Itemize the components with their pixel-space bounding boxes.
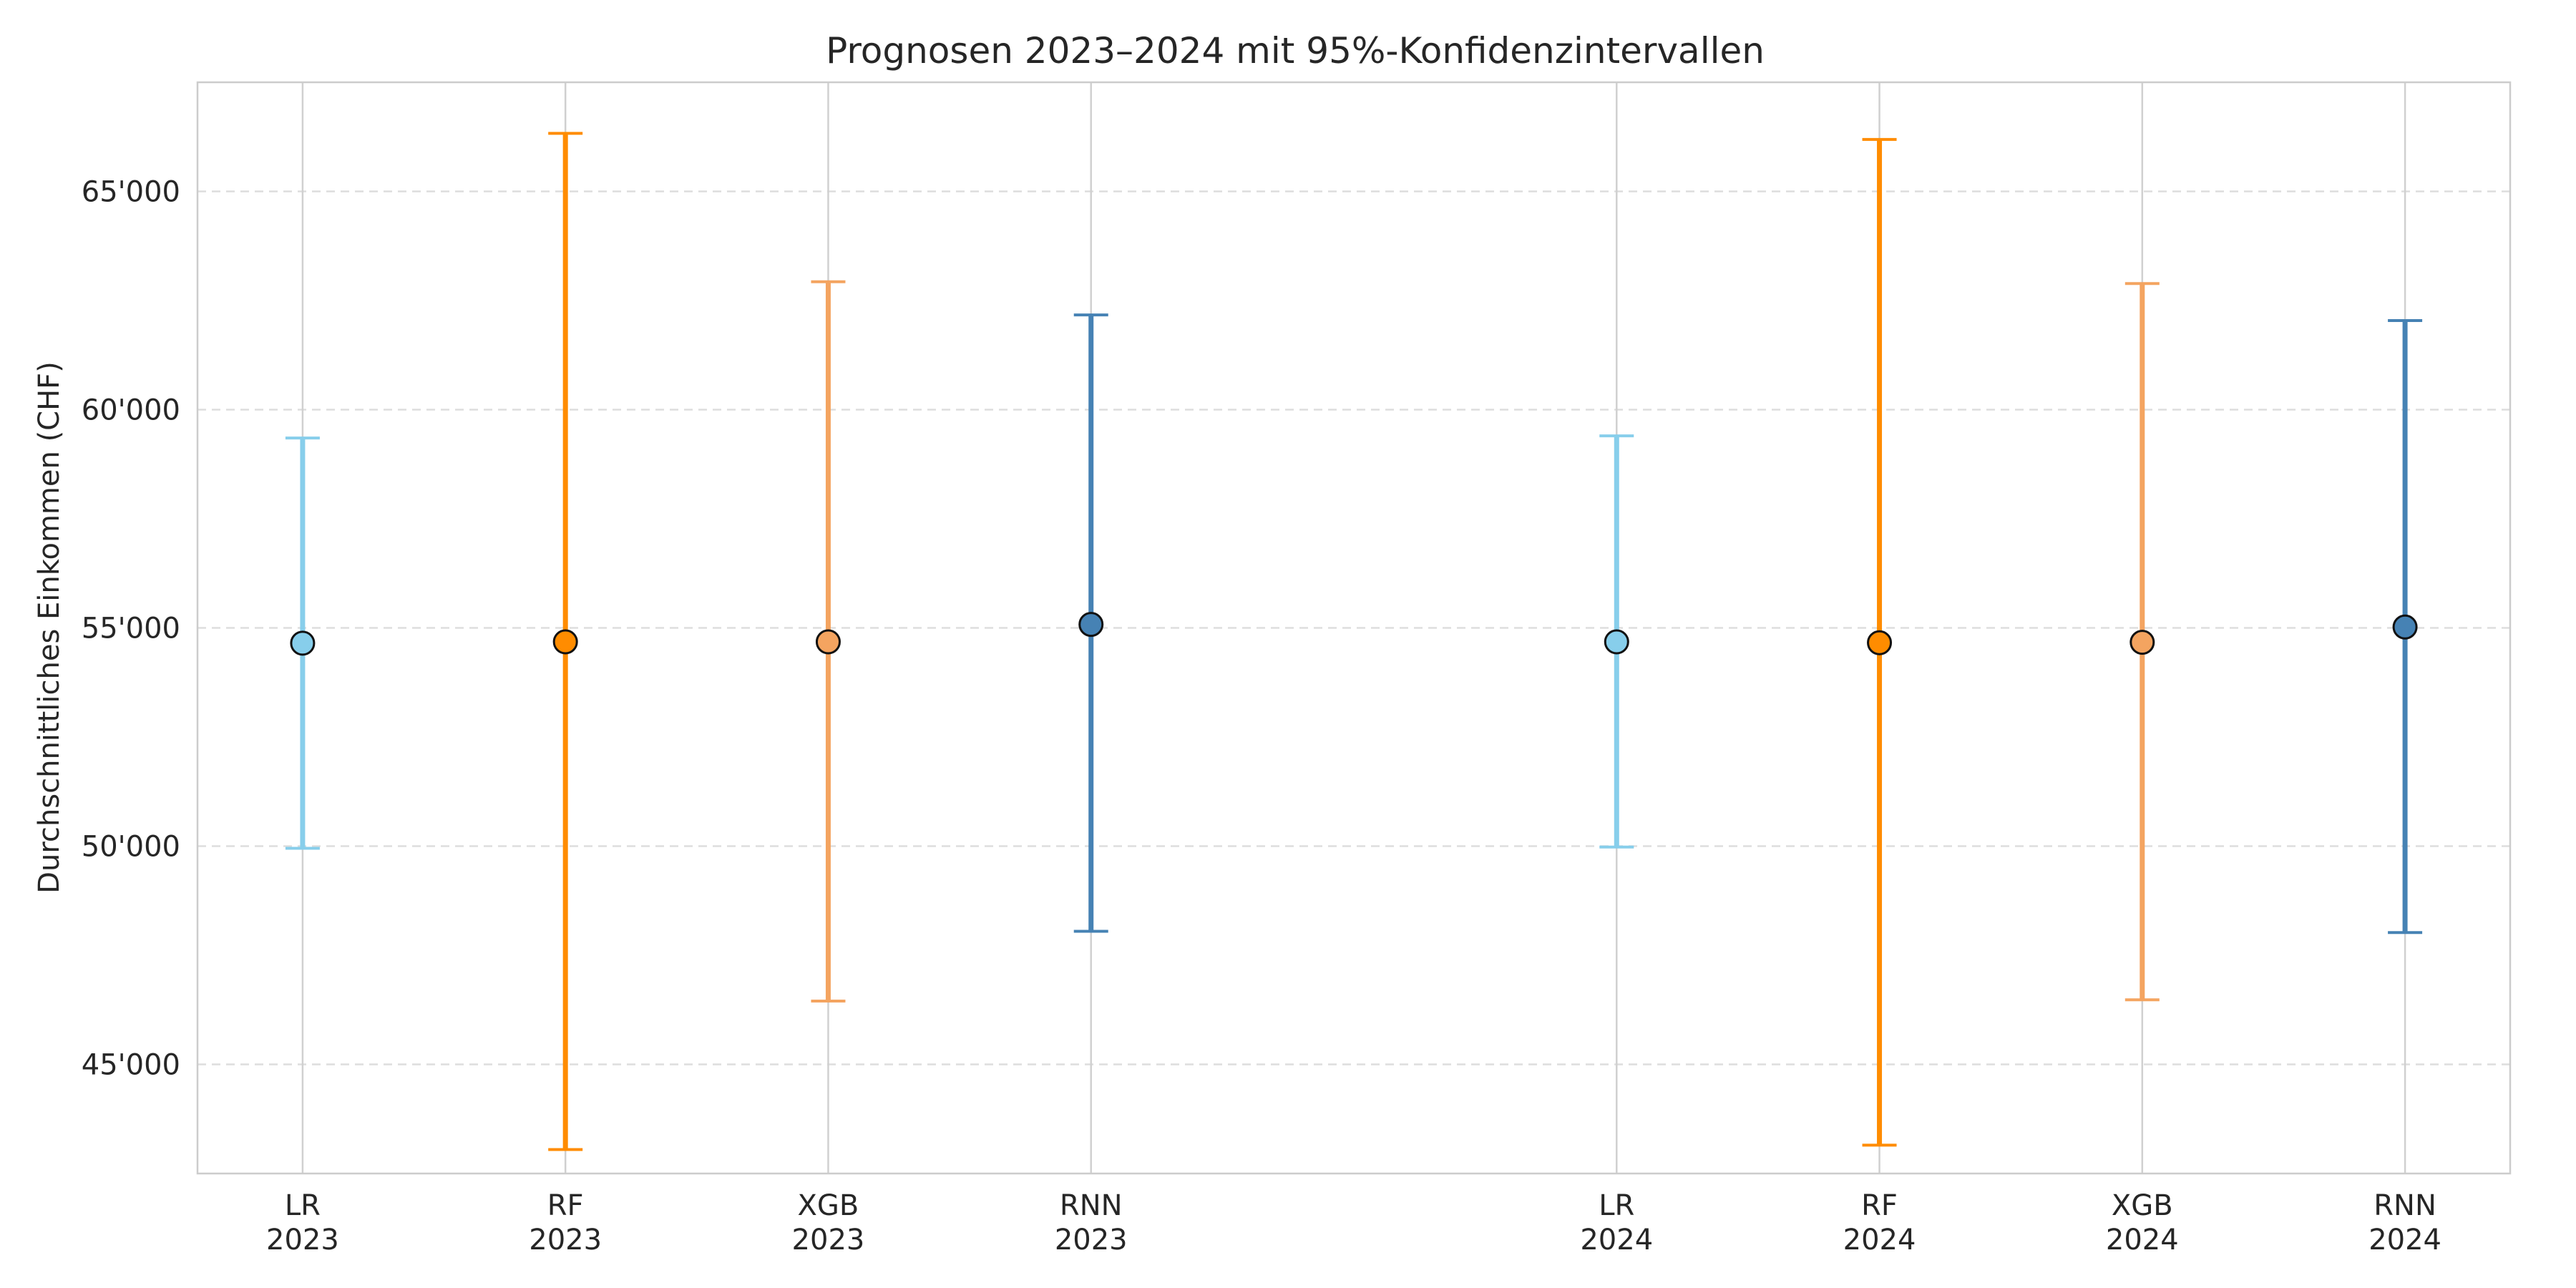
x-tick-label: LR 2023: [266, 1189, 339, 1257]
chart-title: Prognosen 2023–2024 mit 95%-Konfidenzint…: [826, 30, 1765, 72]
point-lr-2023: [290, 630, 316, 656]
x-tick-year: 2023: [266, 1224, 339, 1257]
x-tick-label: XGB 2023: [792, 1189, 865, 1257]
y-tick-label: 50'000: [82, 831, 180, 864]
error-bars: [285, 132, 2423, 1151]
x-tick-label: RF 2023: [529, 1189, 602, 1257]
y-axis-label: Durchschnittliches Einkommen (CHF): [33, 361, 66, 894]
x-tick-label: LR 2024: [1580, 1189, 1653, 1257]
x-tick-model: XGB: [2112, 1189, 2173, 1222]
x-tick-label: RF 2024: [1843, 1189, 1916, 1257]
y-tick-label: 65'000: [82, 176, 180, 209]
point-rnn-2024: [2392, 614, 2418, 640]
x-tick-model: RNN: [2373, 1189, 2436, 1222]
x-tick-model: RNN: [1060, 1189, 1123, 1222]
x-tick-year: 2023: [529, 1224, 602, 1257]
x-tick-year: 2024: [1843, 1224, 1916, 1257]
x-tick-year: 2023: [1055, 1224, 1128, 1257]
x-tick-model: XGB: [798, 1189, 859, 1222]
y-tick-label: 55'000: [82, 613, 180, 645]
point-lr-2024: [1604, 629, 1629, 655]
grid: [197, 82, 2510, 1174]
point-rnn-2023: [1078, 612, 1104, 638]
y-tick-label: 45'000: [82, 1049, 180, 1082]
point-markers: [290, 612, 2418, 656]
x-tick-label: XGB 2024: [2106, 1189, 2179, 1257]
x-tick-year: 2024: [1580, 1224, 1653, 1257]
point-rf-2024: [1867, 630, 1893, 655]
x-tick-year: 2023: [792, 1224, 865, 1257]
x-tick-model: RF: [547, 1189, 584, 1222]
point-xgb-2023: [815, 629, 841, 655]
plot-area-frame: [196, 81, 2512, 1175]
y-tick-label: 60'000: [82, 394, 180, 427]
point-xgb-2024: [2129, 630, 2155, 655]
x-tick-model: LR: [285, 1189, 321, 1222]
x-tick-label: RNN 2023: [1055, 1189, 1128, 1257]
y-axis-ticks: 45'000 50'000 55'000 60'000 65'000: [82, 176, 180, 1082]
x-tick-model: LR: [1599, 1189, 1634, 1222]
x-tick-model: RF: [1861, 1189, 1898, 1222]
x-tick-year: 2024: [2368, 1224, 2441, 1257]
x-tick-year: 2024: [2106, 1224, 2179, 1257]
point-rf-2023: [552, 629, 578, 655]
x-tick-label: RNN 2024: [2368, 1189, 2441, 1257]
